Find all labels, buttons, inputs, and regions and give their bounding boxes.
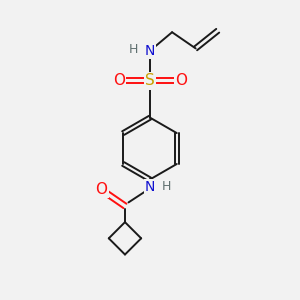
Text: S: S [145,73,155,88]
Text: O: O [95,182,107,197]
Text: O: O [175,73,187,88]
Text: N: N [145,44,155,58]
Text: H: H [129,44,139,56]
Text: N: N [145,180,155,194]
Text: H: H [161,180,171,193]
Text: O: O [113,73,125,88]
